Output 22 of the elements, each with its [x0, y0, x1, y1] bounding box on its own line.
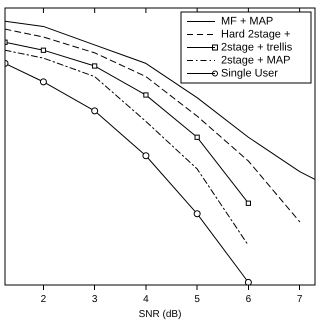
point [194, 210, 201, 218]
point [91, 107, 98, 114]
x-tick-label: 2 [40, 294, 47, 305]
x-tick-label: 7 [296, 294, 303, 305]
x-axis-title: SNR (dB) [138, 308, 182, 320]
point [40, 78, 47, 86]
legend-label: Hard 2stage + [221, 28, 290, 41]
point [143, 92, 149, 98]
x-tick-label: 6 [246, 294, 252, 305]
point [194, 134, 200, 140]
legend-label: MF + MAP [221, 16, 274, 28]
point [40, 48, 46, 53]
legend-label: 2stage + trellis [221, 42, 293, 54]
x-tick-label: 4 [143, 294, 150, 305]
legend-label: 2stage + MAP [221, 54, 290, 67]
legend-label: Single User [221, 68, 278, 80]
point [142, 152, 150, 160]
point [92, 63, 98, 69]
x-tick-label: 5 [194, 294, 200, 305]
point [246, 200, 252, 206]
point [244, 278, 252, 285]
x-tick-label: 3 [92, 294, 98, 305]
